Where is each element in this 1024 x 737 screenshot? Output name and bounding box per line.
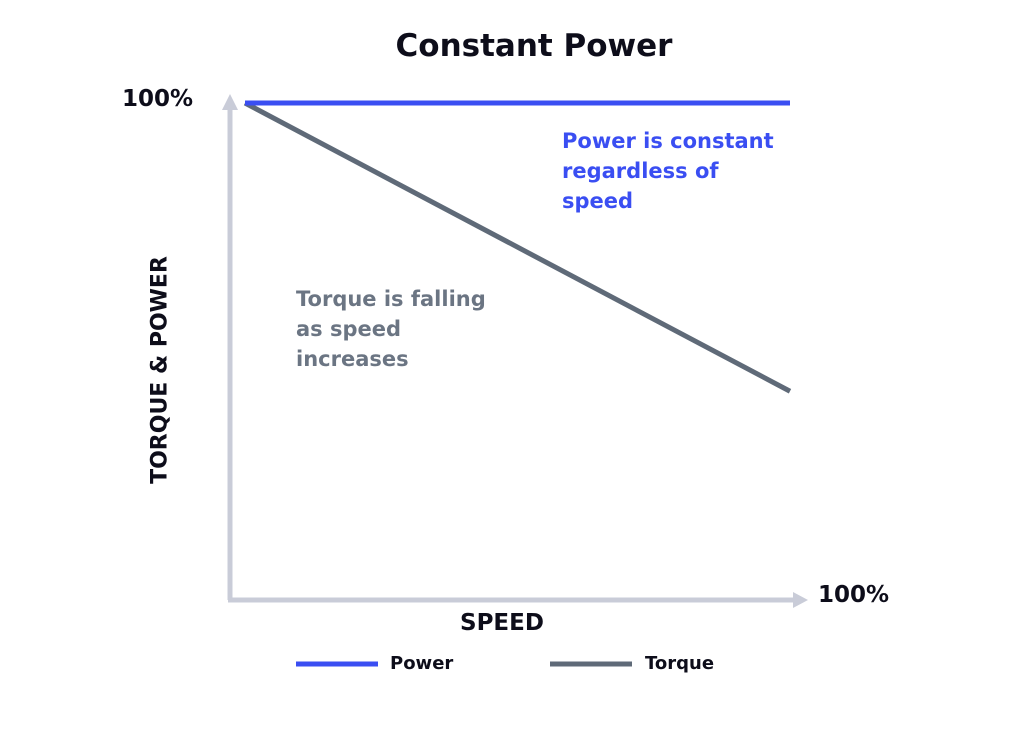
legend-label-power: Power — [390, 653, 454, 674]
y-axis-label: TORQUE & POWER — [147, 256, 173, 484]
y-tick-label: 100% — [122, 86, 194, 112]
y-axis-arrow — [222, 94, 238, 110]
x-axis-label: SPEED — [460, 610, 544, 636]
annotation-torque: Torque is falling as speed increases — [296, 287, 486, 371]
legend-label-torque: Torque — [645, 653, 715, 674]
annotation-power: Power is constant regardless of speed — [562, 129, 774, 213]
x-tick-label: 100% — [818, 582, 890, 608]
chart-title: Constant Power — [395, 28, 673, 64]
x-axis-arrow — [793, 592, 808, 608]
series-line-torque — [243, 100, 792, 394]
